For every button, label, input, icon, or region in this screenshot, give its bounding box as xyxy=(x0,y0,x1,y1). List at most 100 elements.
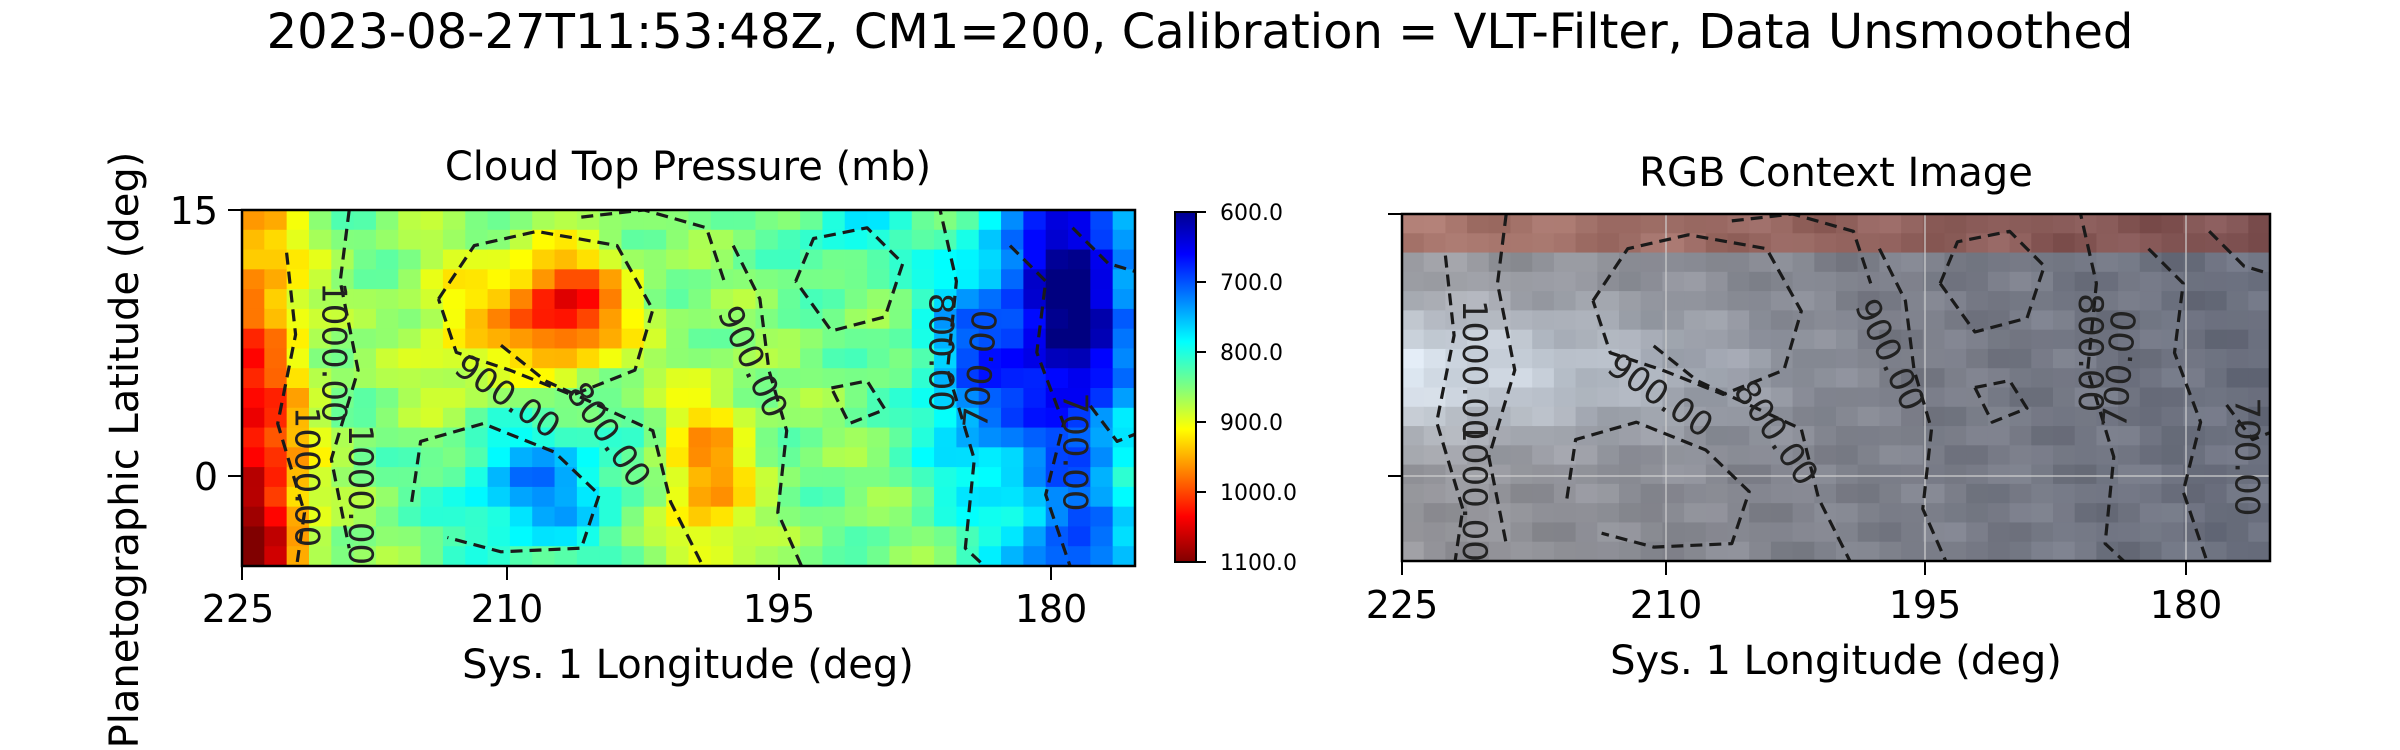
rgb-cell xyxy=(2139,483,2163,504)
contour-line xyxy=(276,252,307,566)
rgb-cell xyxy=(2053,445,2076,466)
pressure-cell xyxy=(286,467,310,488)
pressure-cell xyxy=(576,328,600,350)
contour-line xyxy=(1008,244,1072,566)
pressure-cell xyxy=(755,447,779,468)
rgb-cell xyxy=(1575,348,1598,369)
rgb-cell xyxy=(2118,329,2141,350)
rgb-cell xyxy=(2161,503,2184,524)
pressure-cell xyxy=(1068,348,1091,369)
panel2-frame xyxy=(1400,212,2272,563)
rgb-cell xyxy=(1836,464,1859,485)
rgb-cell xyxy=(2053,541,2076,561)
pressure-cell xyxy=(1090,526,1114,547)
pressure-cell xyxy=(375,328,399,350)
colorbar-tick-label: 700.0 xyxy=(1220,271,1283,296)
rgb-cell xyxy=(1987,387,2011,408)
pressure-cell xyxy=(375,506,399,528)
rgb-cell xyxy=(1532,348,1555,369)
rgb-cell xyxy=(1402,522,1425,543)
pressure-cell xyxy=(308,467,332,488)
rgb-cell xyxy=(1901,233,1924,254)
pressure-cell xyxy=(1112,447,1135,468)
pressure-cell xyxy=(308,506,332,528)
pressure-cell xyxy=(621,249,645,270)
rgb-cell xyxy=(1467,271,1490,292)
rgb-cell xyxy=(1532,464,1555,485)
rgb-cell xyxy=(2096,348,2119,369)
rgb-cell xyxy=(2009,426,2032,446)
rgb-cell xyxy=(1684,348,1707,369)
pressure-cell xyxy=(666,467,690,488)
rgb-cell xyxy=(1402,387,1425,408)
rgb-cell xyxy=(1922,445,1946,466)
pressure-cell xyxy=(398,546,422,566)
rgb-cell xyxy=(1532,368,1555,389)
rgb-cell xyxy=(2204,368,2228,389)
rgb-cell xyxy=(2074,387,2097,408)
pressure-cell xyxy=(666,308,690,330)
pressure-cell xyxy=(487,427,511,448)
rgb-cell xyxy=(1879,310,1902,331)
panel2-x-axis: 225 210 195 180 Sys. 1 Longitude (deg) xyxy=(1366,561,2222,684)
rgb-cell xyxy=(1966,387,1989,408)
pressure-cell xyxy=(733,526,757,547)
pressure-cell xyxy=(1090,249,1114,270)
pressure-cell xyxy=(978,328,1002,350)
rgb-cell xyxy=(1619,252,1642,273)
rgb-cell xyxy=(2139,348,2163,369)
pressure-cell xyxy=(867,368,891,389)
pressure-cell xyxy=(822,407,846,429)
pressure-cell xyxy=(308,348,332,369)
rgb-cell xyxy=(1402,291,1425,311)
rgb-cell xyxy=(1705,348,1729,369)
pressure-cell xyxy=(353,506,377,528)
pressure-cell xyxy=(398,210,422,231)
pressure-cell xyxy=(643,308,667,330)
rgb-cell xyxy=(1445,271,1468,292)
rgb-cell xyxy=(2031,271,2054,292)
rgb-cell xyxy=(1944,445,1967,466)
rgb-cell xyxy=(1445,541,1468,561)
pressure-cell xyxy=(375,210,399,231)
pressure-cell xyxy=(532,427,556,448)
rgb-cell xyxy=(1684,426,1707,446)
rgb-cell xyxy=(1857,387,1880,408)
pressure-cell xyxy=(1023,407,1047,429)
rgb-cell xyxy=(1510,503,1533,524)
pressure-cell xyxy=(264,229,288,251)
pressure-cell xyxy=(1112,348,1135,369)
pressure-cell xyxy=(956,229,980,251)
rgb-cell xyxy=(1944,522,1967,543)
pressure-cell xyxy=(1001,447,1024,468)
pressure-cell xyxy=(1045,447,1069,468)
pressure-cell xyxy=(710,328,734,350)
pressure-cell xyxy=(420,546,444,566)
rgb-cell xyxy=(1445,214,1468,234)
rgb-cell xyxy=(2204,291,2228,311)
rgb-cell xyxy=(2053,426,2076,446)
rgb-cell xyxy=(1749,329,1772,350)
pressure-cell xyxy=(643,269,667,290)
pressure-cell xyxy=(867,269,891,290)
pressure-cell xyxy=(911,289,935,310)
pressure-cell xyxy=(643,467,667,488)
pressure-cell xyxy=(509,447,533,468)
pressure-cell xyxy=(822,289,846,310)
rgb-cell xyxy=(1966,464,1989,485)
pressure-cell xyxy=(911,368,935,389)
pressure-cell xyxy=(442,447,466,468)
rgb-cell xyxy=(1423,291,1446,311)
rgb-cell xyxy=(2031,348,2054,369)
rgb-cell xyxy=(1575,252,1598,273)
pressure-cell xyxy=(1090,210,1114,231)
pressure-cell xyxy=(487,467,511,488)
rgb-cell xyxy=(1488,541,1512,561)
rgb-cell xyxy=(1814,426,1837,446)
pressure-cell xyxy=(867,348,891,369)
pressure-cell xyxy=(822,506,846,528)
rgb-cell xyxy=(1966,406,1989,427)
pressure-cell xyxy=(242,368,265,389)
pressure-cell xyxy=(1112,328,1135,350)
rgb-cell xyxy=(1488,233,1512,254)
